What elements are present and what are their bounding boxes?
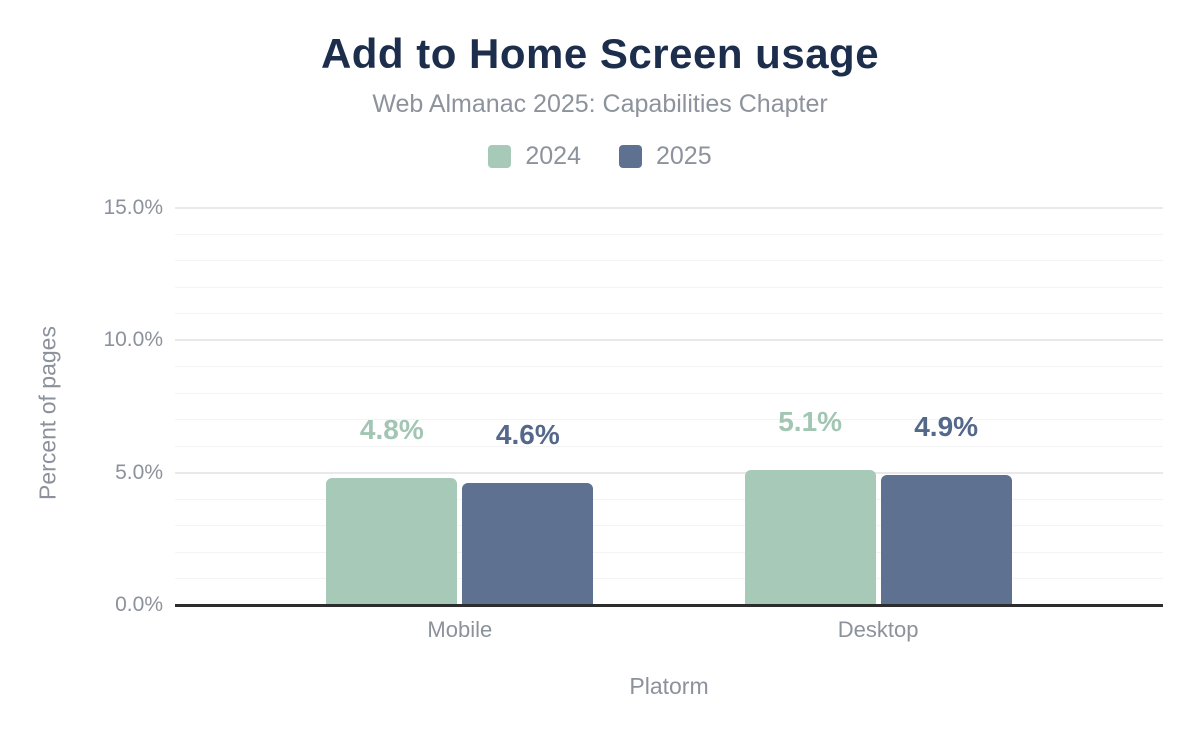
bar-column-2025-desktop: 4.9%	[880, 411, 1012, 605]
legend: 2024 2025	[0, 142, 1200, 171]
legend-item-2024[interactable]: 2024	[488, 142, 581, 171]
legend-item-2025[interactable]: 2025	[619, 142, 712, 171]
x-axis-category-label-desktop: Desktop	[837, 617, 919, 642]
gridline-minor	[175, 525, 1163, 527]
gridline-minor	[175, 419, 1163, 421]
y-axis-tick-label: 15.0%	[103, 196, 163, 219]
legend-label: 2025	[656, 142, 712, 170]
y-axis-tick-label: 10.0%	[103, 328, 163, 352]
x-axis-category-label-mobile: Mobile	[427, 617, 493, 642]
bar-value-label-2024-desktop: 5.1%	[778, 406, 843, 438]
gridline-minor	[175, 286, 1163, 288]
gridline-minor	[175, 260, 1163, 262]
legend-swatch-icon	[619, 145, 642, 168]
gridline-minor	[175, 498, 1163, 500]
gridline-major	[175, 471, 1163, 474]
bar-value-label-2025-mobile: 4.6%	[495, 419, 560, 451]
bar-value-label-2024-mobile: 4.8%	[359, 413, 424, 445]
gridline-major	[175, 207, 1163, 209]
legend-swatch-icon	[488, 145, 512, 168]
bar-value-label-2025-desktop: 4.9%	[914, 411, 979, 443]
bar-column-2025-mobile: 4.6%	[462, 419, 594, 605]
bar-column-2024-desktop: 5.1%	[744, 406, 876, 605]
gridline-minor	[175, 578, 1163, 580]
bar-group-mobile: 4.8% 4.6%	[326, 208, 594, 605]
chart-title: Add to Home Screen usage	[320, 30, 880, 77]
x-axis-title: Platorm	[629, 673, 709, 699]
y-axis-title: Percent of pages	[34, 326, 61, 500]
gridline-minor	[175, 551, 1163, 553]
y-axis-tick-label: 5.0%	[115, 460, 163, 484]
gridline-minor	[175, 313, 1163, 315]
x-axis-line	[175, 604, 1163, 607]
bars-row: 4.8% 4.6% 5.1% 4.9%	[175, 208, 1163, 605]
gridline-minor	[175, 445, 1163, 447]
gridline-minor	[175, 366, 1163, 368]
gridline-minor	[175, 392, 1163, 394]
bar-2024-mobile[interactable]	[326, 477, 458, 605]
bar-2024-desktop[interactable]	[744, 470, 876, 605]
gridline-minor	[175, 233, 1163, 235]
bar-group-desktop: 5.1% 4.9%	[744, 208, 1012, 605]
x-axis-category-row: Mobile Desktop	[175, 617, 1163, 643]
chart-subtitle: Web Almanac 2025: Capabilities Chapter	[372, 90, 828, 118]
bar-2025-desktop[interactable]	[880, 475, 1012, 605]
legend-label: 2024	[525, 142, 581, 170]
y-axis-tick-label: 0.0%	[115, 593, 163, 616]
plot-area: Percent of pages 4.8% 4.6% 5.1% 4.9% Mobile…	[35, 196, 1163, 699]
bar-2025-mobile[interactable]	[462, 483, 594, 605]
bar-column-2024-mobile: 4.8%	[326, 413, 458, 605]
gridline-major	[175, 339, 1163, 342]
